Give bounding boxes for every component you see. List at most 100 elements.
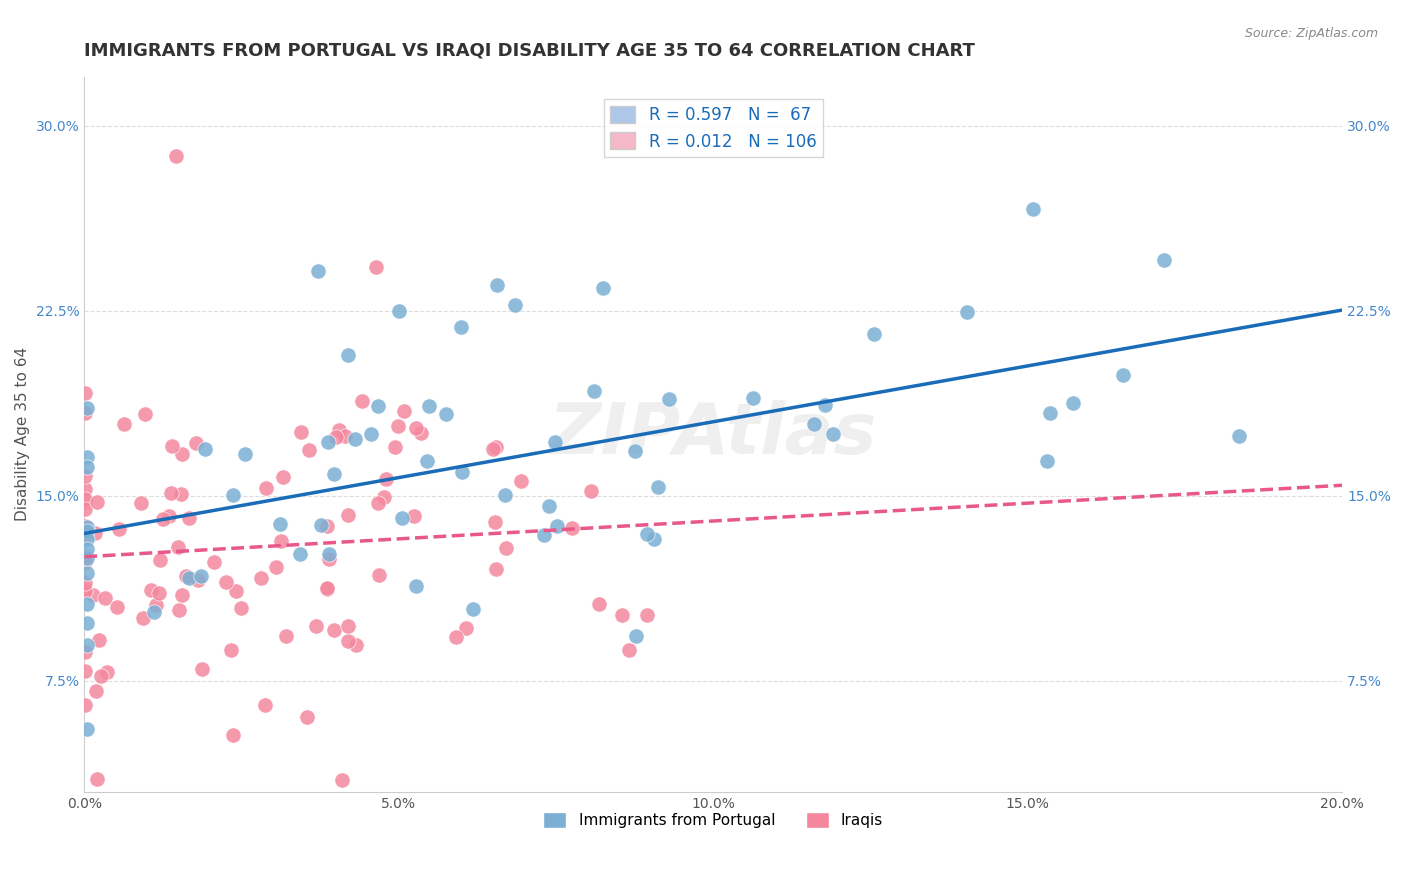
Immigrants from Portugal: [316, 435, 339, 450]
Immigrants from Portugal: [76, 519, 98, 533]
Immigrants from Portugal: [1035, 454, 1057, 468]
Immigrants from Portugal: [76, 638, 98, 652]
Immigrants from Portugal: [290, 547, 312, 561]
Immigrants from Portugal: [544, 434, 567, 449]
Iraqis: [73, 584, 96, 599]
Iraqis: [152, 512, 174, 526]
Iraqis: [149, 553, 172, 567]
Text: IMMIGRANTS FROM PORTUGAL VS IRAQI DISABILITY AGE 35 TO 64 CORRELATION CHART: IMMIGRANTS FROM PORTUGAL VS IRAQI DISABI…: [84, 42, 976, 60]
Iraqis: [298, 442, 321, 457]
Immigrants from Portugal: [1153, 252, 1175, 267]
Immigrants from Portugal: [76, 401, 98, 416]
Immigrants from Portugal: [76, 532, 98, 546]
Iraqis: [132, 611, 155, 625]
Iraqis: [249, 570, 271, 584]
Iraqis: [254, 698, 277, 712]
Immigrants from Portugal: [76, 450, 98, 464]
Immigrants from Portugal: [434, 407, 457, 421]
Iraqis: [148, 586, 170, 600]
Iraqis: [352, 394, 374, 409]
Iraqis: [94, 591, 117, 605]
Iraqis: [411, 425, 433, 440]
Iraqis: [579, 483, 602, 498]
Iraqis: [305, 619, 328, 633]
Immigrants from Portugal: [336, 348, 359, 362]
Legend: Immigrants from Portugal, Iraqis: Immigrants from Portugal, Iraqis: [537, 806, 889, 834]
Immigrants from Portugal: [142, 606, 165, 620]
Iraqis: [318, 552, 340, 566]
Iraqis: [336, 508, 359, 522]
Immigrants from Portugal: [76, 524, 98, 538]
Iraqis: [73, 645, 96, 659]
Iraqis: [73, 406, 96, 420]
Iraqis: [344, 638, 367, 652]
Immigrants from Portugal: [76, 722, 98, 736]
Immigrants from Portugal: [416, 454, 439, 468]
Iraqis: [166, 540, 188, 554]
Text: ZIPAtlas: ZIPAtlas: [548, 400, 877, 469]
Immigrants from Portugal: [538, 499, 561, 513]
Iraqis: [84, 684, 107, 698]
Iraqis: [328, 423, 350, 437]
Immigrants from Portugal: [636, 527, 658, 541]
Text: Source: ZipAtlas.com: Source: ZipAtlas.com: [1244, 27, 1378, 40]
Iraqis: [367, 496, 389, 510]
Iraqis: [610, 607, 633, 622]
Immigrants from Portugal: [533, 528, 555, 542]
Iraqis: [184, 435, 207, 450]
Iraqis: [157, 509, 180, 524]
Immigrants from Portugal: [1022, 202, 1045, 216]
Immigrants from Portugal: [221, 488, 243, 502]
Iraqis: [191, 662, 214, 676]
Immigrants from Portugal: [269, 516, 291, 531]
Iraqis: [456, 621, 478, 635]
Immigrants from Portugal: [956, 305, 979, 319]
Iraqis: [86, 494, 108, 508]
Immigrants from Portugal: [76, 598, 98, 612]
Immigrants from Portugal: [814, 398, 837, 412]
Iraqis: [177, 511, 200, 525]
Immigrants from Portugal: [318, 547, 340, 561]
Iraqis: [73, 576, 96, 591]
Iraqis: [495, 541, 517, 555]
Iraqis: [160, 439, 183, 453]
Immigrants from Portugal: [803, 417, 825, 432]
Immigrants from Portugal: [821, 427, 844, 442]
Iraqis: [86, 772, 108, 786]
Immigrants from Portugal: [592, 280, 614, 294]
Iraqis: [484, 515, 506, 529]
Immigrants from Portugal: [658, 392, 681, 406]
Immigrants from Portugal: [450, 320, 472, 334]
Immigrants from Portugal: [503, 298, 526, 312]
Iraqis: [215, 574, 238, 589]
Immigrants from Portugal: [311, 517, 333, 532]
Iraqis: [617, 642, 640, 657]
Immigrants from Portugal: [461, 602, 484, 616]
Iraqis: [172, 588, 194, 602]
Immigrants from Portugal: [1039, 406, 1062, 420]
Immigrants from Portugal: [1227, 429, 1250, 443]
Iraqis: [73, 482, 96, 496]
Iraqis: [402, 508, 425, 523]
Immigrants from Portugal: [863, 326, 886, 341]
Immigrants from Portugal: [76, 459, 98, 474]
Immigrants from Portugal: [360, 426, 382, 441]
Iraqis: [73, 468, 96, 483]
Iraqis: [187, 573, 209, 587]
Iraqis: [336, 618, 359, 632]
Immigrants from Portugal: [626, 629, 648, 643]
Immigrants from Portugal: [177, 571, 200, 585]
Iraqis: [325, 429, 347, 443]
Immigrants from Portugal: [323, 467, 346, 481]
Iraqis: [170, 447, 193, 461]
Iraqis: [323, 624, 346, 638]
Iraqis: [73, 492, 96, 507]
Iraqis: [202, 556, 225, 570]
Iraqis: [229, 601, 252, 615]
Iraqis: [387, 418, 409, 433]
Immigrants from Portugal: [405, 579, 427, 593]
Immigrants from Portugal: [194, 442, 217, 457]
Iraqis: [84, 526, 107, 541]
Immigrants from Portugal: [451, 465, 474, 479]
Immigrants from Portugal: [76, 541, 98, 556]
